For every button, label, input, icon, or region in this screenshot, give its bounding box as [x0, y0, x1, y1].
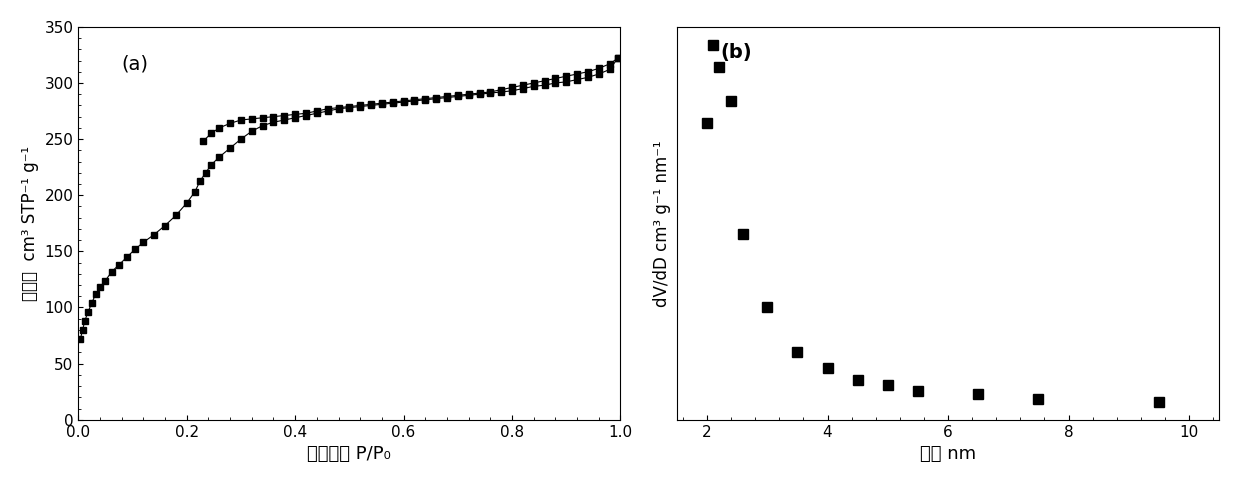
Y-axis label: 吸附量  cm³ STP⁻¹ g⁻¹: 吸附量 cm³ STP⁻¹ g⁻¹	[21, 146, 38, 301]
Y-axis label: dV/dD cm³ g⁻¹ nm⁻¹: dV/dD cm³ g⁻¹ nm⁻¹	[653, 140, 671, 306]
Text: (b): (b)	[720, 43, 751, 61]
Text: (a): (a)	[122, 54, 149, 74]
X-axis label: 相对压力 P/P₀: 相对压力 P/P₀	[308, 445, 392, 463]
X-axis label: 孔径 nm: 孔径 nm	[920, 445, 976, 463]
